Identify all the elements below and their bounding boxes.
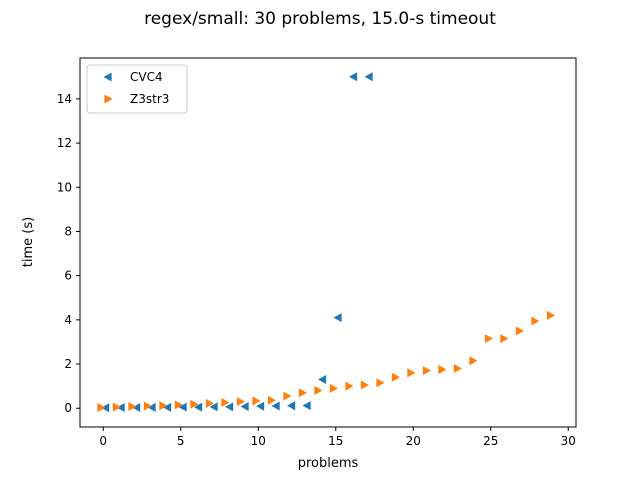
data-point bbox=[240, 401, 249, 411]
data-point bbox=[256, 401, 265, 411]
y-tick-label: 0 bbox=[64, 401, 72, 415]
legend-marker-z3str3 bbox=[104, 94, 113, 104]
data-point bbox=[163, 402, 172, 412]
data-point bbox=[531, 316, 540, 326]
data-point bbox=[143, 401, 152, 411]
data-point bbox=[329, 383, 338, 393]
data-point bbox=[190, 399, 199, 409]
data-point bbox=[205, 398, 214, 408]
y-tick-label: 12 bbox=[57, 136, 72, 150]
data-point bbox=[349, 72, 358, 82]
data-point bbox=[287, 401, 296, 411]
legend-label-cvc4: CVC4 bbox=[130, 70, 163, 84]
data-point bbox=[236, 397, 245, 407]
y-axis: 0 2 4 6 8 10 12 14 bbox=[57, 92, 80, 415]
data-point bbox=[112, 402, 121, 412]
series-z3str3 bbox=[97, 310, 555, 413]
chart-title: regex/small: 30 problems, 15.0-s timeout bbox=[144, 9, 496, 29]
y-axis-label: time (s) bbox=[21, 217, 36, 267]
data-point bbox=[132, 403, 141, 413]
legend: CVC4 Z3str3 bbox=[86, 64, 188, 114]
data-point bbox=[376, 378, 385, 388]
data-point bbox=[391, 372, 400, 382]
legend-box bbox=[86, 64, 188, 114]
data-point bbox=[116, 403, 125, 413]
data-point bbox=[546, 310, 555, 320]
x-tick-label: 0 bbox=[99, 434, 107, 448]
data-point bbox=[267, 395, 276, 405]
x-tick-label: 5 bbox=[177, 434, 185, 448]
data-point bbox=[364, 72, 373, 82]
x-tick-label: 15 bbox=[328, 434, 343, 448]
data-point bbox=[209, 402, 218, 412]
data-point bbox=[128, 401, 137, 411]
data-point bbox=[360, 380, 369, 390]
data-point bbox=[469, 356, 478, 366]
y-tick-label: 6 bbox=[64, 269, 72, 283]
data-point bbox=[194, 402, 203, 412]
data-point bbox=[221, 397, 230, 407]
data-point bbox=[500, 334, 509, 344]
data-point bbox=[422, 366, 431, 376]
data-point bbox=[302, 401, 311, 411]
y-tick-label: 10 bbox=[57, 180, 72, 194]
x-axis-label: problems bbox=[298, 456, 359, 471]
x-axis: 0 5 10 15 20 25 30 bbox=[99, 427, 576, 448]
data-point bbox=[174, 400, 183, 410]
series-cvc4 bbox=[101, 72, 373, 413]
data-point bbox=[345, 381, 354, 391]
legend-label-z3str3: Z3str3 bbox=[130, 92, 169, 106]
plot-area bbox=[79, 57, 577, 428]
data-point bbox=[318, 374, 327, 384]
y-tick-label: 8 bbox=[64, 224, 72, 238]
x-tick-label: 10 bbox=[251, 434, 266, 448]
data-point bbox=[225, 402, 234, 412]
data-point bbox=[283, 391, 292, 401]
data-point bbox=[101, 403, 110, 413]
data-point bbox=[314, 386, 323, 396]
data-point bbox=[252, 396, 261, 406]
data-point bbox=[484, 334, 493, 344]
data-point bbox=[271, 401, 280, 411]
x-tick-label: 30 bbox=[561, 434, 576, 448]
data-points bbox=[97, 72, 555, 413]
legend-marker-cvc4 bbox=[103, 72, 112, 82]
y-tick-label: 14 bbox=[57, 92, 72, 106]
data-point bbox=[453, 363, 462, 373]
data-point bbox=[97, 403, 106, 413]
y-tick-label: 2 bbox=[64, 357, 72, 371]
x-tick-label: 25 bbox=[483, 434, 498, 448]
data-point bbox=[298, 388, 307, 398]
data-point bbox=[438, 365, 447, 375]
y-tick-label: 4 bbox=[64, 313, 72, 327]
data-point bbox=[333, 313, 342, 323]
x-tick-label: 20 bbox=[406, 434, 421, 448]
data-point bbox=[159, 401, 168, 411]
data-point bbox=[178, 402, 187, 412]
data-point bbox=[407, 368, 416, 378]
data-point bbox=[515, 326, 524, 336]
data-point bbox=[147, 402, 156, 412]
